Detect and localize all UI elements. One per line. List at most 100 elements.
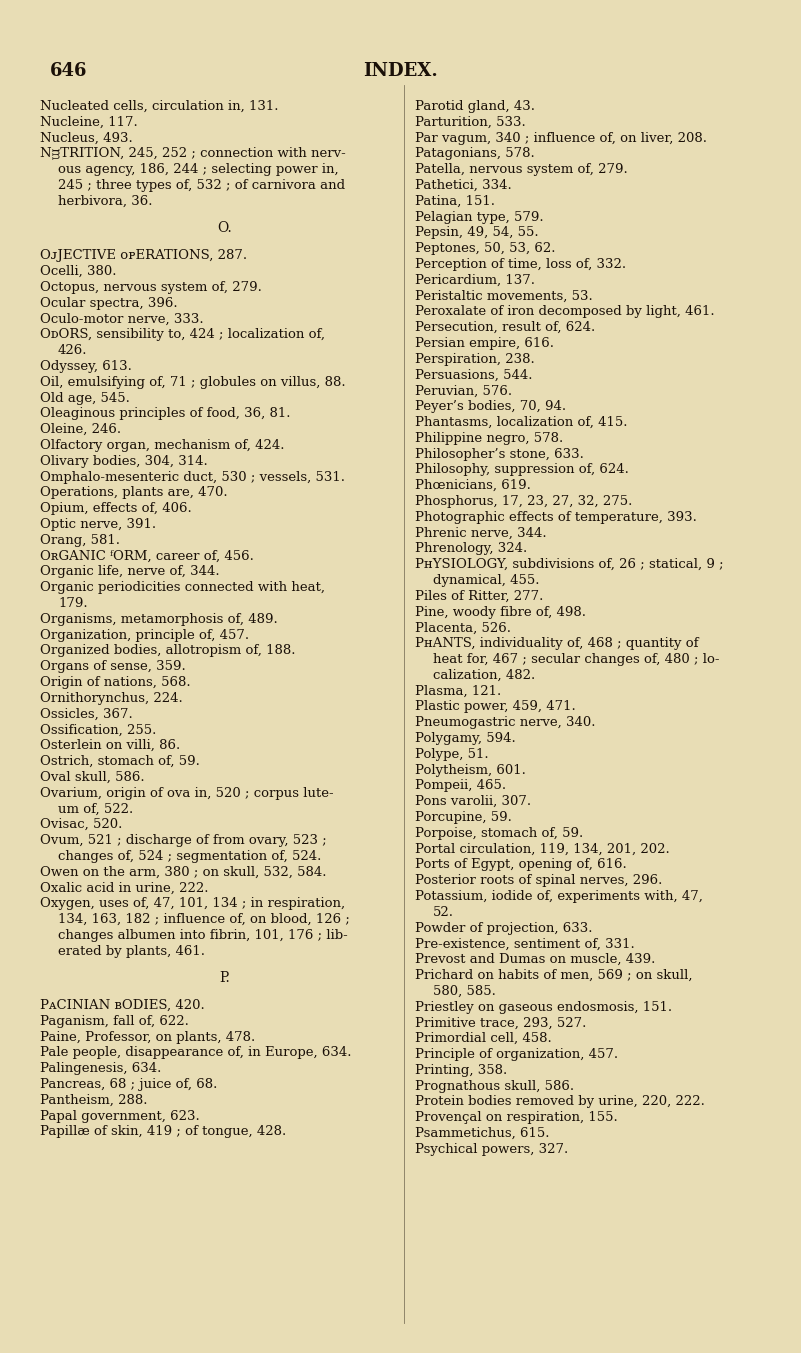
Text: Primordial cell, 458.: Primordial cell, 458.	[415, 1032, 552, 1046]
Text: Prevost and Dumas on muscle, 439.: Prevost and Dumas on muscle, 439.	[415, 954, 655, 966]
Text: Patina, 151.: Patina, 151.	[415, 195, 495, 208]
Text: Papillæ of skin, 419 ; of tongue, 428.: Papillæ of skin, 419 ; of tongue, 428.	[40, 1126, 286, 1138]
Text: Polygamy, 594.: Polygamy, 594.	[415, 732, 516, 746]
Text: Organized bodies, allotropism of, 188.: Organized bodies, allotropism of, 188.	[40, 644, 296, 658]
Text: Piles of Ritter, 277.: Piles of Ritter, 277.	[415, 590, 543, 603]
Text: Parotid gland, 43.: Parotid gland, 43.	[415, 100, 535, 114]
Text: OᴅORS, sensibility to, 424 ; localization of,: OᴅORS, sensibility to, 424 ; localizatio…	[40, 329, 325, 341]
Text: Ovum, 521 ; discharge of from ovary, 523 ;: Ovum, 521 ; discharge of from ovary, 523…	[40, 833, 327, 847]
Text: 134, 163, 182 ; influence of, on blood, 126 ;: 134, 163, 182 ; influence of, on blood, …	[58, 913, 350, 925]
Text: Protein bodies removed by urine, 220, 222.: Protein bodies removed by urine, 220, 22…	[415, 1096, 705, 1108]
Text: 580, 585.: 580, 585.	[433, 985, 496, 997]
Text: Prichard on habits of men, 569 ; on skull,: Prichard on habits of men, 569 ; on skul…	[415, 969, 693, 982]
Text: calization, 482.: calization, 482.	[433, 668, 535, 682]
Text: Oxygen, uses of, 47, 101, 134 ; in respiration,: Oxygen, uses of, 47, 101, 134 ; in respi…	[40, 897, 345, 911]
Text: Philosophy, suppression of, 624.: Philosophy, suppression of, 624.	[415, 463, 629, 476]
Text: Phosphorus, 17, 23, 27, 32, 275.: Phosphorus, 17, 23, 27, 32, 275.	[415, 495, 632, 507]
Text: Patagonians, 578.: Patagonians, 578.	[415, 147, 535, 161]
Text: Perspiration, 238.: Perspiration, 238.	[415, 353, 535, 365]
Text: Pine, woody fibre of, 498.: Pine, woody fibre of, 498.	[415, 606, 586, 618]
Text: Priestley on gaseous endosmosis, 151.: Priestley on gaseous endosmosis, 151.	[415, 1001, 672, 1013]
Text: Odyssey, 613.: Odyssey, 613.	[40, 360, 132, 373]
Text: Optic nerve, 391.: Optic nerve, 391.	[40, 518, 156, 530]
Text: Porpoise, stomach of, 59.: Porpoise, stomach of, 59.	[415, 827, 583, 840]
Text: Oculo-motor nerve, 333.: Oculo-motor nerve, 333.	[40, 313, 203, 326]
Text: Oval skull, 586.: Oval skull, 586.	[40, 771, 145, 783]
Text: Pantheism, 288.: Pantheism, 288.	[40, 1093, 147, 1107]
Text: Oleine, 246.: Oleine, 246.	[40, 423, 121, 436]
Text: Peristaltic movements, 53.: Peristaltic movements, 53.	[415, 290, 593, 303]
Text: Printing, 358.: Printing, 358.	[415, 1063, 507, 1077]
Text: Omphalo-mesenteric duct, 530 ; vessels, 531.: Omphalo-mesenteric duct, 530 ; vessels, …	[40, 471, 345, 483]
Text: changes albumen into fibrin, 101, 176 ; lib-: changes albumen into fibrin, 101, 176 ; …	[58, 928, 348, 942]
Text: Olivary bodies, 304, 314.: Olivary bodies, 304, 314.	[40, 455, 207, 468]
Text: Pompeii, 465.: Pompeii, 465.	[415, 779, 506, 793]
Text: OʀGANIC ᶠORM, career of, 456.: OʀGANIC ᶠORM, career of, 456.	[40, 549, 254, 563]
Text: Par vagum, 340 ; influence of, on liver, 208.: Par vagum, 340 ; influence of, on liver,…	[415, 131, 707, 145]
Text: Ocular spectra, 396.: Ocular spectra, 396.	[40, 296, 178, 310]
Text: heat for, 467 ; secular changes of, 480 ; lo-: heat for, 467 ; secular changes of, 480 …	[433, 653, 719, 666]
Text: Nucleus, 493.: Nucleus, 493.	[40, 131, 133, 145]
Text: Ostrich, stomach of, 59.: Ostrich, stomach of, 59.	[40, 755, 200, 769]
Text: Persian empire, 616.: Persian empire, 616.	[415, 337, 554, 350]
Text: Patella, nervous system of, 279.: Patella, nervous system of, 279.	[415, 164, 628, 176]
Text: Organic periodicities connected with heat,: Organic periodicities connected with hea…	[40, 580, 325, 594]
Text: Owen on the arm, 380 ; on skull, 532, 584.: Owen on the arm, 380 ; on skull, 532, 58…	[40, 866, 327, 878]
Text: Pathetici, 334.: Pathetici, 334.	[415, 179, 512, 192]
Text: Ovarium, origin of ova in, 520 ; corpus lute-: Ovarium, origin of ova in, 520 ; corpus …	[40, 786, 334, 800]
Text: Origin of nations, 568.: Origin of nations, 568.	[40, 676, 191, 689]
Text: ous agency, 186, 244 ; selecting power in,: ous agency, 186, 244 ; selecting power i…	[58, 164, 339, 176]
Text: herbivora, 36.: herbivora, 36.	[58, 195, 152, 208]
Text: P.: P.	[219, 970, 231, 985]
Text: Oxalic acid in urine, 222.: Oxalic acid in urine, 222.	[40, 881, 208, 894]
Text: Palingenesis, 634.: Palingenesis, 634.	[40, 1062, 161, 1076]
Text: Orang, 581.: Orang, 581.	[40, 533, 120, 547]
Text: Paganism, fall of, 622.: Paganism, fall of, 622.	[40, 1015, 189, 1028]
Text: Peruvian, 576.: Peruvian, 576.	[415, 384, 512, 398]
Text: Operations, plants are, 470.: Operations, plants are, 470.	[40, 486, 227, 499]
Text: Ports of Egypt, opening of, 616.: Ports of Egypt, opening of, 616.	[415, 858, 626, 871]
Text: INDEX.: INDEX.	[363, 62, 437, 80]
Text: 245 ; three types of, 532 ; of carnivora and: 245 ; three types of, 532 ; of carnivora…	[58, 179, 345, 192]
Text: Persecution, result of, 624.: Persecution, result of, 624.	[415, 321, 595, 334]
Text: Paine, Professor, on plants, 478.: Paine, Professor, on plants, 478.	[40, 1031, 256, 1043]
Text: Plasma, 121.: Plasma, 121.	[415, 685, 501, 698]
Text: Peyer’s bodies, 70, 94.: Peyer’s bodies, 70, 94.	[415, 400, 566, 413]
Text: Philosopher’s stone, 633.: Philosopher’s stone, 633.	[415, 448, 584, 460]
Text: um of, 522.: um of, 522.	[58, 802, 133, 816]
Text: 179.: 179.	[58, 597, 87, 610]
Text: Primitive trace, 293, 527.: Primitive trace, 293, 527.	[415, 1016, 586, 1030]
Text: 52.: 52.	[433, 905, 454, 919]
Text: PʜANTS, individuality of, 468 ; quantity of: PʜANTS, individuality of, 468 ; quantity…	[415, 637, 698, 651]
Text: Photographic effects of temperature, 393.: Photographic effects of temperature, 393…	[415, 511, 697, 524]
Text: Phrenic nerve, 344.: Phrenic nerve, 344.	[415, 526, 546, 540]
Text: Psychical powers, 327.: Psychical powers, 327.	[415, 1143, 568, 1155]
Text: Papal government, 623.: Papal government, 623.	[40, 1109, 199, 1123]
Text: Portal circulation, 119, 134, 201, 202.: Portal circulation, 119, 134, 201, 202.	[415, 843, 670, 855]
Text: Posterior roots of spinal nerves, 296.: Posterior roots of spinal nerves, 296.	[415, 874, 662, 888]
Text: Phœnicians, 619.: Phœnicians, 619.	[415, 479, 531, 492]
Text: 426.: 426.	[58, 344, 87, 357]
Text: Potassium, iodide of, experiments with, 47,: Potassium, iodide of, experiments with, …	[415, 890, 702, 902]
Text: Persuasions, 544.: Persuasions, 544.	[415, 368, 533, 382]
Text: O.: O.	[218, 221, 232, 235]
Text: OᴊJECTIVE ᴏᴘERATIONS, 287.: OᴊJECTIVE ᴏᴘERATIONS, 287.	[40, 249, 248, 262]
Text: Ossification, 255.: Ossification, 255.	[40, 724, 156, 736]
Text: Pancreas, 68 ; juice of, 68.: Pancreas, 68 ; juice of, 68.	[40, 1078, 217, 1091]
Text: PʜYSIOLOGY, subdivisions of, 26 ; statical, 9 ;: PʜYSIOLOGY, subdivisions of, 26 ; static…	[415, 559, 723, 571]
Text: NᴟTRITION, 245, 252 ; connection with nerv-: NᴟTRITION, 245, 252 ; connection with ne…	[40, 147, 346, 161]
Text: erated by plants, 461.: erated by plants, 461.	[58, 944, 205, 958]
Text: Phantasms, localization of, 415.: Phantasms, localization of, 415.	[415, 415, 627, 429]
Text: Plastic power, 459, 471.: Plastic power, 459, 471.	[415, 701, 576, 713]
Text: Provençal on respiration, 155.: Provençal on respiration, 155.	[415, 1111, 618, 1124]
Text: Ossicles, 367.: Ossicles, 367.	[40, 708, 133, 721]
Text: Organic life, nerve of, 344.: Organic life, nerve of, 344.	[40, 566, 219, 578]
Text: Ocelli, 380.: Ocelli, 380.	[40, 265, 116, 279]
Text: Pepsin, 49, 54, 55.: Pepsin, 49, 54, 55.	[415, 226, 538, 239]
Text: Peroxalate of iron decomposed by light, 461.: Peroxalate of iron decomposed by light, …	[415, 306, 714, 318]
Text: dynamical, 455.: dynamical, 455.	[433, 574, 540, 587]
Text: Peptones, 50, 53, 62.: Peptones, 50, 53, 62.	[415, 242, 556, 256]
Text: Oleaginous principles of food, 36, 81.: Oleaginous principles of food, 36, 81.	[40, 407, 291, 421]
Text: Pre-existence, sentiment of, 331.: Pre-existence, sentiment of, 331.	[415, 938, 634, 950]
Text: Oil, emulsifying of, 71 ; globules on villus, 88.: Oil, emulsifying of, 71 ; globules on vi…	[40, 376, 345, 388]
